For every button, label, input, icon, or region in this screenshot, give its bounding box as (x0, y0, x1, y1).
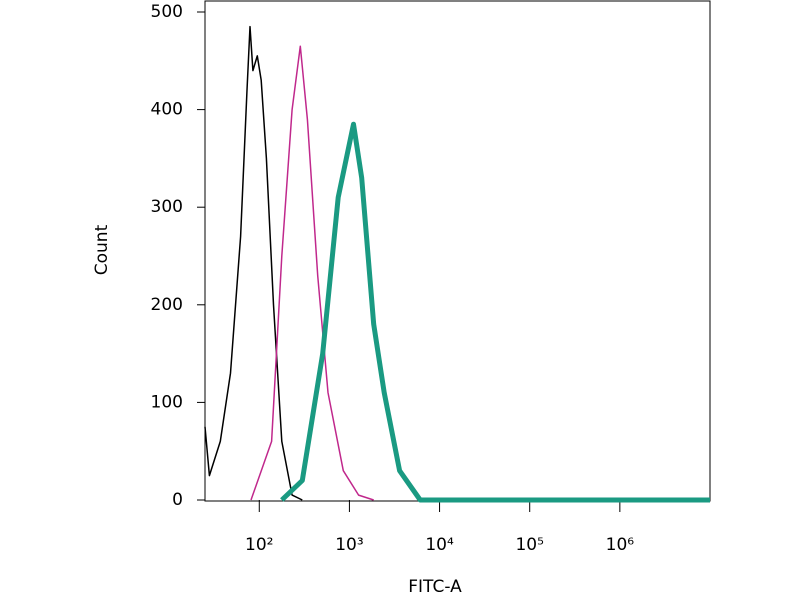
y-tick-label: 0 (172, 490, 183, 510)
y-tick-label: 100 (151, 392, 183, 412)
y-tick-label: 300 (151, 197, 183, 217)
x-tick-label: 10³ (335, 535, 363, 555)
x-axis-title: FITC-A (408, 577, 462, 597)
x-tick-label: 10⁵ (515, 535, 543, 555)
series-line (204, 25, 303, 501)
series-line (280, 121, 710, 503)
y-tick-label: 400 (151, 100, 183, 120)
x-tick-label: 10⁴ (425, 535, 454, 555)
y-tick-label: 500 (151, 2, 183, 22)
series-line (250, 45, 374, 501)
y-tick-label: 200 (151, 295, 183, 315)
y-axis-title: Count (92, 224, 112, 275)
x-tick-label: 10² (245, 535, 273, 555)
x-tick-label: 10⁶ (606, 535, 635, 555)
